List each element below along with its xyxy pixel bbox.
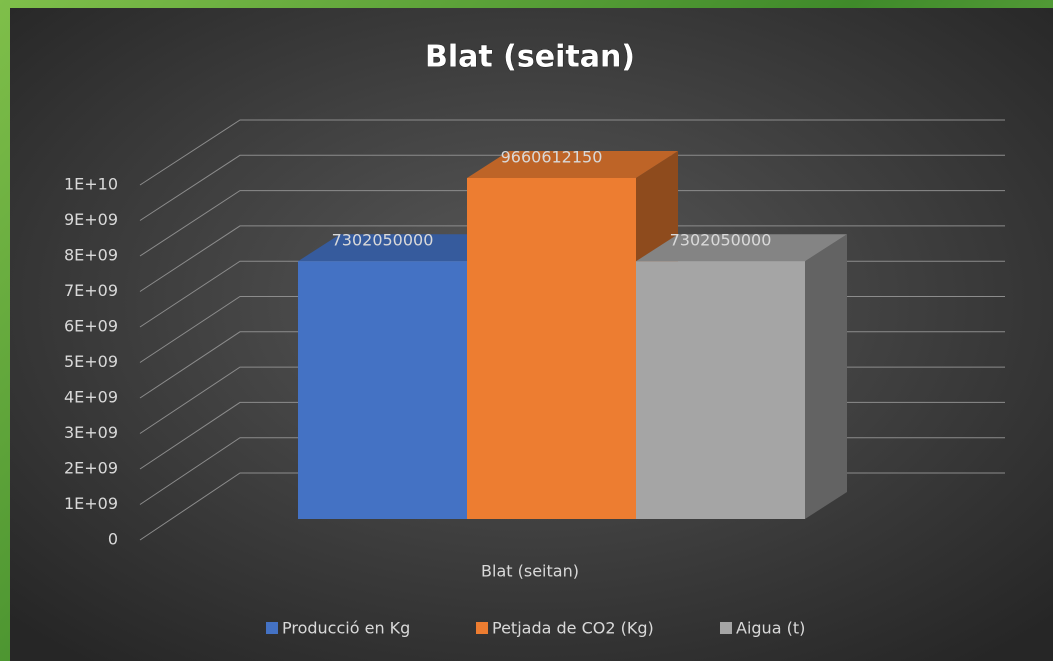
grid-line bbox=[139, 119, 1005, 186]
legend-swatch bbox=[720, 622, 732, 634]
value-label: 9660612150 bbox=[501, 147, 603, 166]
y-tick-label: 1E+10 bbox=[64, 175, 118, 194]
bar-side bbox=[805, 234, 847, 519]
legend-label: Aigua (t) bbox=[736, 619, 805, 638]
grid-line bbox=[139, 190, 1005, 257]
value-label: 7302050000 bbox=[332, 231, 434, 250]
y-tick-label: 7E+09 bbox=[64, 281, 118, 300]
grid-line bbox=[139, 225, 1005, 292]
legend-label: Producció en Kg bbox=[282, 619, 410, 638]
grid-line bbox=[139, 154, 1005, 221]
y-tick-label: 9E+09 bbox=[64, 210, 118, 229]
value-label: 7302050000 bbox=[670, 231, 772, 250]
x-tick-label: Blat (seitan) bbox=[481, 562, 579, 581]
y-tick-label: 0 bbox=[108, 530, 118, 549]
y-tick-label: 8E+09 bbox=[64, 246, 118, 265]
legend-swatch bbox=[476, 622, 488, 634]
y-tick-label: 2E+09 bbox=[64, 459, 118, 478]
bar-top bbox=[636, 234, 847, 262]
legend-swatch bbox=[266, 622, 278, 634]
y-tick-label: 3E+09 bbox=[64, 423, 118, 442]
bar-top bbox=[467, 150, 678, 178]
y-tick-label: 1E+09 bbox=[64, 494, 118, 513]
bar-top bbox=[298, 234, 509, 262]
bar bbox=[467, 177, 636, 519]
y-tick-label: 4E+09 bbox=[64, 388, 118, 407]
bar bbox=[298, 261, 467, 519]
chart-title: Blat (seitan) bbox=[425, 40, 635, 75]
bar bbox=[636, 261, 805, 519]
y-tick-label: 5E+09 bbox=[64, 352, 118, 371]
legend-label: Petjada de CO2 (Kg) bbox=[492, 619, 654, 638]
y-tick-label: 6E+09 bbox=[64, 317, 118, 336]
